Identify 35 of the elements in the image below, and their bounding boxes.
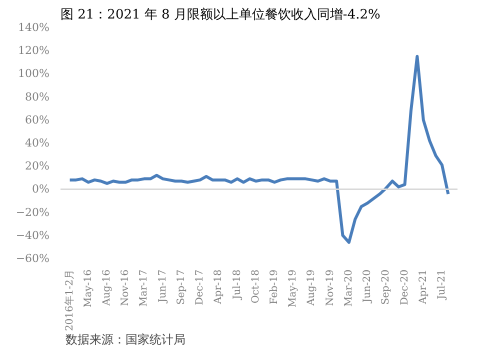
x-tick-label: Apr-18 xyxy=(213,269,224,306)
line-series xyxy=(68,54,450,244)
x-tick-label: Jul-18 xyxy=(232,269,243,300)
y-tick-label: 60% xyxy=(25,113,50,126)
x-tick-label: Nov-19 xyxy=(324,269,336,306)
x-tick-label: Mar-20 xyxy=(343,269,354,307)
y-tick-label: 120% xyxy=(18,44,50,58)
x-tick-label: Sep-17 xyxy=(176,269,187,305)
x-tick-label: Apr-21 xyxy=(418,269,429,306)
x-tick-label: Sep-20 xyxy=(380,269,392,305)
y-tick-label: 100% xyxy=(18,67,50,80)
y-tick-label: 80% xyxy=(25,90,50,104)
y-tick-label: 20% xyxy=(25,160,50,173)
x-tick-label: Jun-17 xyxy=(157,269,168,304)
x-tick-label: Jun-20 xyxy=(362,269,374,304)
y-tick-label: −40% xyxy=(16,228,50,242)
x-tick-label: May-19 xyxy=(288,269,299,308)
y-tick-label: −20% xyxy=(16,206,50,219)
y-tick-label: −60% xyxy=(16,252,50,265)
x-tick-label: Dec-17 xyxy=(194,270,206,306)
x-tick-label: Feb-19 xyxy=(269,269,280,304)
x-tick-label: Mar-17 xyxy=(138,269,150,307)
y-tick-label: 0% xyxy=(32,182,50,196)
x-tick-label: May-16 xyxy=(82,269,94,308)
y-tick-label: 40% xyxy=(25,136,50,150)
y-tick-label: 140% xyxy=(18,21,50,34)
x-tick-label: Oct-18 xyxy=(250,270,262,304)
chart-title: 图 21：2021 年 8 月限额以上单位餐饮收入同增-4.2% xyxy=(60,8,380,22)
x-tick-label: Dec-20 xyxy=(399,270,410,306)
x-tick-label: 2016年1-2月 xyxy=(63,269,76,332)
x-tick-label: Jul-21 xyxy=(436,269,448,300)
source-note: 数据来源：国家统计局 xyxy=(66,332,186,346)
x-tick-label: Nov-16 xyxy=(120,269,132,306)
x-tick-label: Aug-19 xyxy=(306,269,318,307)
x-tick-label: Aug-16 xyxy=(102,269,113,307)
